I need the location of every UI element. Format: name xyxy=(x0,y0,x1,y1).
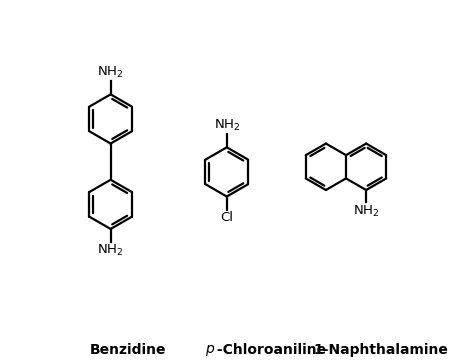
Text: $\it{p}$: $\it{p}$ xyxy=(205,343,215,358)
Text: Benzidine: Benzidine xyxy=(90,343,167,357)
Text: -Chloroaniline: -Chloroaniline xyxy=(212,343,326,357)
Text: NH$_2$: NH$_2$ xyxy=(98,243,124,258)
Text: NH$_2$: NH$_2$ xyxy=(214,118,240,133)
Text: NH$_2$: NH$_2$ xyxy=(98,65,124,80)
Text: 1-Naphthalamine: 1-Naphthalamine xyxy=(314,343,449,357)
Text: NH$_2$: NH$_2$ xyxy=(353,204,379,219)
Text: Cl: Cl xyxy=(220,211,233,224)
